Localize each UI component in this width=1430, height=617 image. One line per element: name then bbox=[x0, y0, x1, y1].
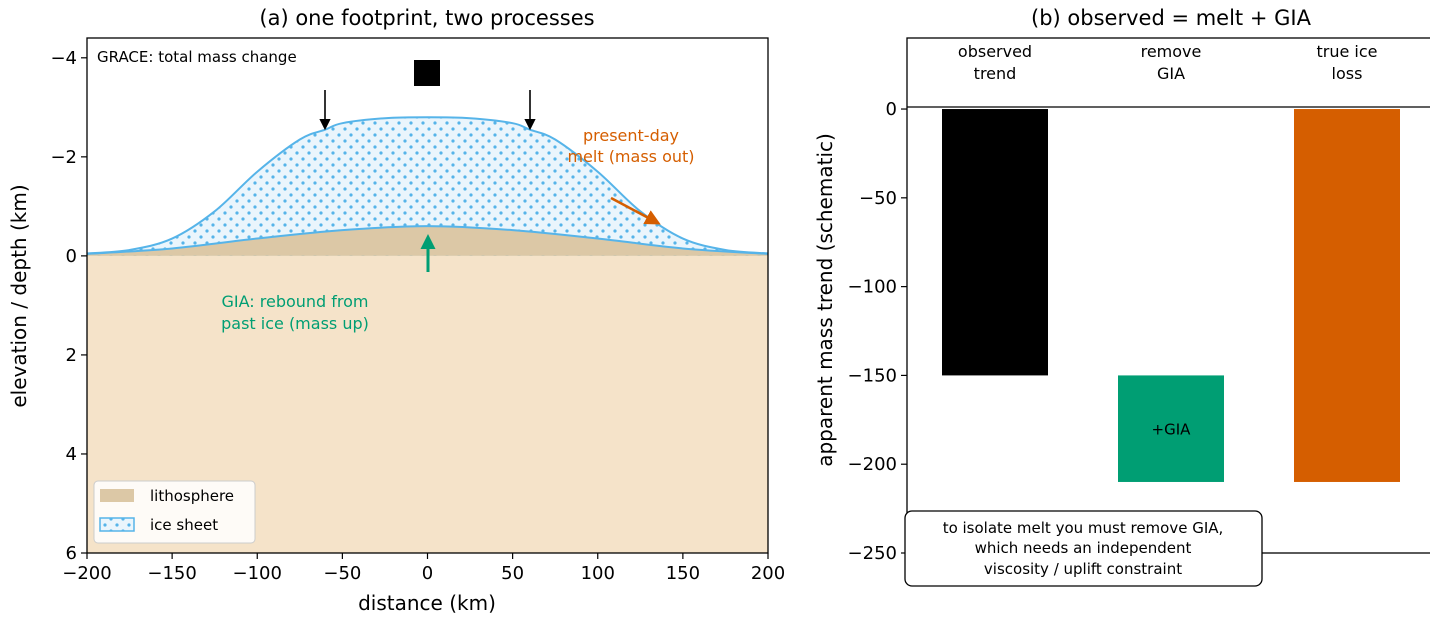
y-tick-label: −250 bbox=[848, 543, 897, 564]
panel-b: (b) observed = melt + GIA +GIA 0 −50 −100 −… bbox=[813, 6, 1430, 587]
y-tick-label: 0 bbox=[886, 99, 897, 120]
legend-label-ice-sheet: ice sheet bbox=[150, 516, 218, 534]
grace-satellite-icon bbox=[414, 60, 440, 86]
panel-b-category-labels: observed trend remove GIA true ice loss bbox=[958, 42, 1378, 83]
ice-sheet-area bbox=[87, 117, 768, 256]
y-tick-label: 6 bbox=[66, 543, 77, 564]
panel-b-y-label: apparent mass trend (schematic) bbox=[813, 133, 837, 467]
panel-a-legend: lithosphere ice sheet bbox=[93, 480, 256, 544]
x-tick-label: 50 bbox=[501, 563, 524, 584]
panel-a-x-label: distance (km) bbox=[358, 591, 496, 615]
bar-label: +GIA bbox=[1152, 421, 1192, 439]
legend-swatch-lithosphere bbox=[100, 489, 134, 502]
note-line-2: which needs an independent bbox=[975, 539, 1192, 557]
note-box: to isolate melt you must remove GIA, whi… bbox=[904, 510, 1263, 587]
note-box-frame bbox=[904, 510, 1263, 587]
y-tick-label: 4 bbox=[66, 444, 77, 465]
bar-1 bbox=[942, 109, 1048, 376]
category-label: remove bbox=[1141, 42, 1202, 61]
x-tick-label: −150 bbox=[147, 563, 196, 584]
y-tick-label: 2 bbox=[66, 345, 77, 366]
y-tick-label: −150 bbox=[848, 365, 897, 386]
y-tick-label: −2 bbox=[50, 147, 77, 168]
panel-a-x-ticks: −200 −150 −100 −50 0 50 100 150 200 bbox=[62, 553, 785, 584]
category-label: observed bbox=[958, 42, 1032, 61]
y-tick-label: −200 bbox=[848, 454, 897, 475]
x-tick-label: 150 bbox=[666, 563, 700, 584]
panel-a-y-ticks: −4 −2 0 2 4 6 bbox=[50, 48, 87, 564]
x-tick-label: 100 bbox=[581, 563, 615, 584]
category-label: true ice bbox=[1316, 42, 1377, 61]
panel-a: (a) one footprint, two processes −200 −15… bbox=[7, 6, 785, 615]
ice-sheet-outline bbox=[87, 116, 768, 255]
melt-label-line1: present-day bbox=[583, 126, 679, 145]
legend-label-lithosphere: lithosphere bbox=[150, 487, 234, 505]
bar-2 bbox=[1118, 375, 1224, 482]
legend-swatch-ice-sheet bbox=[99, 517, 135, 532]
bar-3 bbox=[1294, 109, 1400, 482]
note-line-3: viscosity / uplift constraint bbox=[984, 560, 1182, 578]
panel-b-bars: +GIA bbox=[942, 109, 1400, 482]
melt-arrow bbox=[610, 196, 661, 225]
lithosphere-outline bbox=[87, 225, 768, 255]
y-tick-label: −4 bbox=[50, 48, 77, 69]
x-tick-label: 200 bbox=[751, 563, 785, 584]
gia-label-line1: GIA: rebound from bbox=[221, 292, 368, 311]
x-tick-label: −200 bbox=[62, 563, 111, 584]
panel-a-title: (a) one footprint, two processes bbox=[259, 6, 594, 30]
y-tick-label: −50 bbox=[859, 188, 897, 209]
y-tick-label: −100 bbox=[848, 277, 897, 298]
category-label: loss bbox=[1332, 64, 1363, 83]
panel-b-title: (b) observed = melt + GIA bbox=[1031, 6, 1312, 30]
x-tick-label: −50 bbox=[323, 563, 361, 584]
x-tick-label: 0 bbox=[422, 563, 433, 584]
category-label: trend bbox=[974, 64, 1017, 83]
grace-label: GRACE: total mass change bbox=[97, 48, 297, 66]
panel-a-y-label: elevation / depth (km) bbox=[7, 184, 31, 407]
x-tick-label: −100 bbox=[233, 563, 282, 584]
note-line-1: to isolate melt you must remove GIA, bbox=[943, 519, 1224, 537]
y-tick-label: 0 bbox=[66, 246, 77, 267]
gia-label-line2: past ice (mass up) bbox=[221, 314, 369, 333]
melt-label-line2: melt (mass out) bbox=[567, 147, 694, 166]
panel-b-y-ticks: 0 −50 −100 −150 −200 −250 bbox=[848, 99, 907, 564]
category-label: GIA bbox=[1157, 64, 1185, 83]
